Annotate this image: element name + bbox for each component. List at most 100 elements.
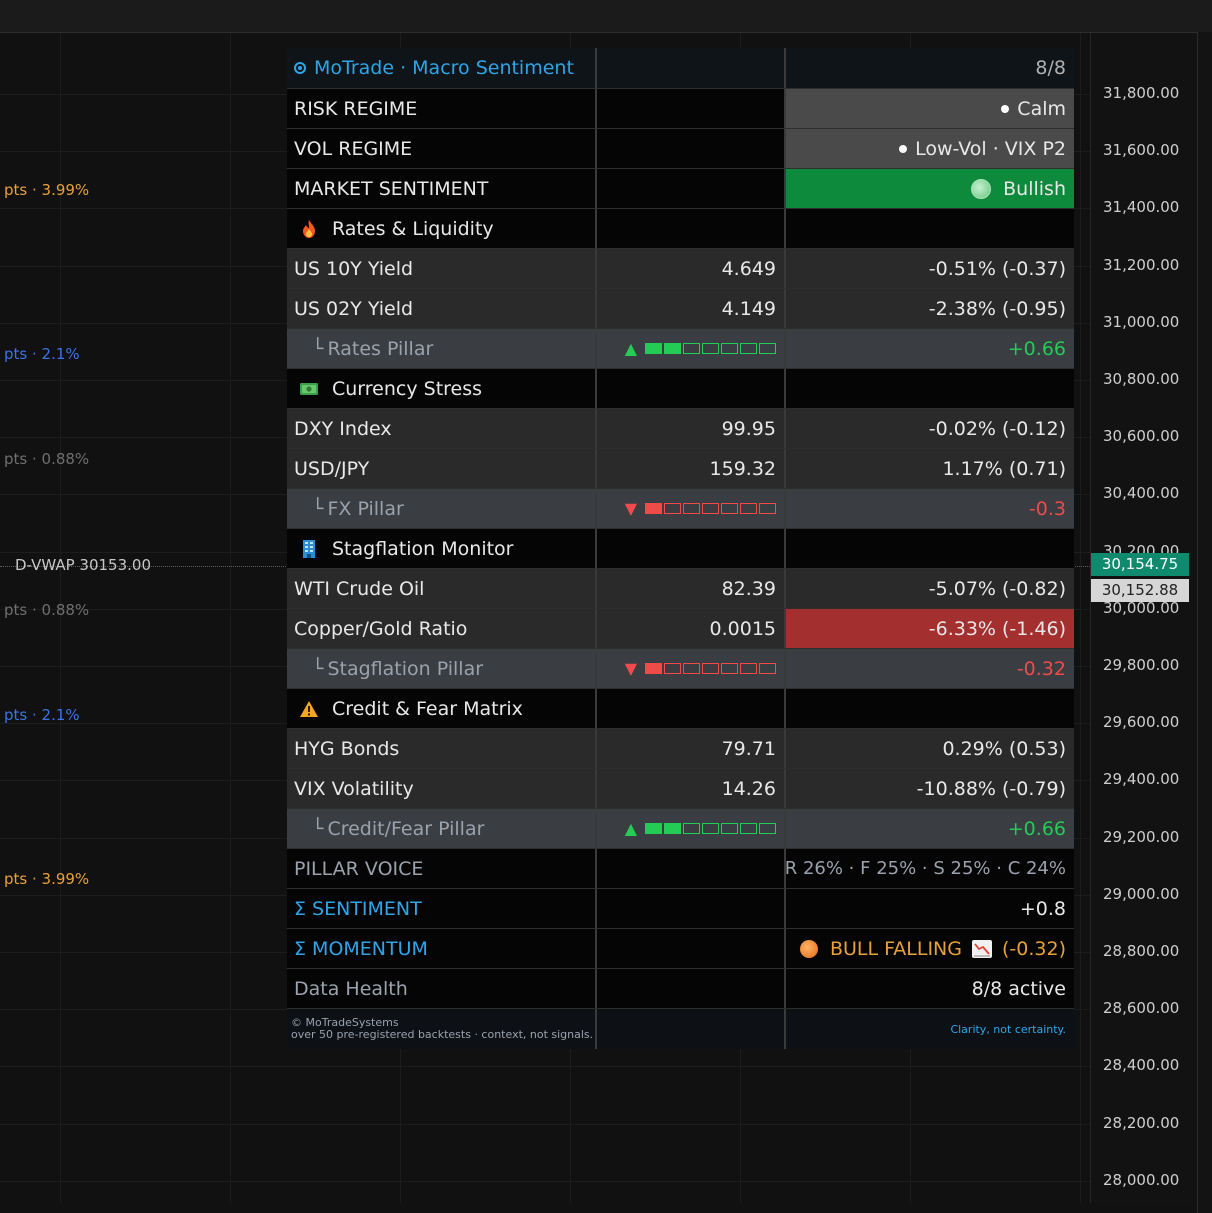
usdjpy-label: USD/JPY (287, 448, 597, 488)
meter-block-empty (664, 663, 681, 674)
meter-block-filled (645, 503, 662, 514)
data-health-value: 8/8 active (786, 968, 1074, 1008)
meter-block-filled (664, 823, 681, 834)
stagflation-section-row: Stagflation Monitor (287, 528, 1074, 568)
price-tick-label: 28,600.00 (1103, 999, 1180, 1018)
bullet-icon (1001, 104, 1010, 113)
stagflation-pillar-score: -0.32 (786, 648, 1074, 688)
wti-value: 82.39 (597, 568, 786, 608)
panel-count: 8/8 (1035, 57, 1066, 79)
tree-branch-icon: └ (312, 497, 324, 520)
meter-block-empty (702, 663, 719, 674)
level-label-upper-band: pts · 0.88% (4, 450, 90, 468)
rates-pillar-meter: ▲ (597, 328, 786, 368)
price-tick-label: 28,000.00 (1103, 1170, 1180, 1189)
empty-cell (597, 968, 786, 1008)
risk-regime-label: RISK REGIME (287, 88, 597, 128)
price-axis[interactable] (1090, 33, 1197, 1203)
meter-block-empty (759, 343, 776, 354)
credit-pillar-score: +0.66 (786, 808, 1074, 848)
building-icon (298, 538, 320, 560)
empty-cell (786, 368, 1074, 408)
meter-block-empty (721, 823, 738, 834)
meter-block-empty (721, 503, 738, 514)
meter-block-filled (645, 823, 662, 834)
vix-row: VIX Volatility 14.26 -10.88% (-0.79) (287, 768, 1074, 808)
price-tick-label: 29,400.00 (1103, 770, 1180, 789)
fx-pillar-meter: ▼ (597, 488, 786, 528)
copper-gold-label: Copper/Gold Ratio (287, 608, 597, 648)
dxy-change: -0.02% (-0.12) (786, 408, 1074, 448)
meter-block-empty (683, 663, 700, 674)
risk-regime-row: RISK REGIME Calm (287, 88, 1074, 128)
grid-line (0, 1180, 1090, 1182)
us10y-row: US 10Y Yield 4.649 -0.51% (-0.37) (287, 248, 1074, 288)
credit-section-title: Credit & Fear Matrix (332, 697, 523, 720)
rates-section-row: Rates & Liquidity (287, 208, 1074, 248)
meter-block-empty (664, 503, 681, 514)
meter-block-empty (759, 823, 776, 834)
meter-block-empty (740, 663, 757, 674)
empty-cell (786, 528, 1074, 568)
macro-sentiment-panel: MoTrade · Macro Sentiment 8/8 RISK REGIM… (287, 48, 1074, 1049)
panel-title-cell: MoTrade · Macro Sentiment (287, 48, 597, 88)
fx-pillar-score: -0.3 (786, 488, 1074, 528)
price-tick-label: 28,200.00 (1103, 1113, 1180, 1132)
usdjpy-change: 1.17% (0.71) (786, 448, 1074, 488)
dxy-row: DXY Index 99.95 -0.02% (-0.12) (287, 408, 1074, 448)
us10y-value: 4.649 (597, 248, 786, 288)
dxy-value: 99.95 (597, 408, 786, 448)
footer-left: © MoTradeSystems over 50 pre-registered … (287, 1009, 597, 1049)
market-sentiment-value: Bullish (1003, 177, 1066, 200)
meter-block-empty (683, 343, 700, 354)
credit-section-row: Credit & Fear Matrix (287, 688, 1074, 728)
vwap-label: D-VWAP 30153.00 (15, 556, 152, 574)
empty-cell (597, 1009, 786, 1049)
meter-block-empty (683, 823, 700, 834)
vol-regime-label: VOL REGIME (287, 128, 597, 168)
vwap-price-tag: 30,152.88 (1091, 579, 1189, 602)
risk-regime-value-cell: Calm (786, 88, 1074, 128)
top-strip (0, 0, 1212, 32)
empty-cell (597, 168, 786, 208)
stagflation-pillar-row: └ Stagflation Pillar ▼ -0.32 (287, 648, 1074, 688)
meter-block-empty (759, 503, 776, 514)
price-tick-label: 31,400.00 (1103, 198, 1180, 217)
fire-icon (298, 218, 320, 240)
empty-cell (597, 888, 786, 928)
meter-block-empty (721, 663, 738, 674)
vix-change: -10.88% (-0.79) (786, 768, 1074, 808)
wti-label: WTI Crude Oil (287, 568, 597, 608)
usdjpy-value: 159.32 (597, 448, 786, 488)
credit-section-cell: Credit & Fear Matrix (287, 688, 597, 728)
meter-block-filled (664, 343, 681, 354)
meter-block-empty (702, 343, 719, 354)
credit-pillar-meter: ▲ (597, 808, 786, 848)
vix-label: VIX Volatility (287, 768, 597, 808)
meter-block-empty (740, 823, 757, 834)
credit-pillar-label: Credit/Fear Pillar (327, 817, 485, 840)
currency-section-title: Currency Stress (332, 377, 483, 400)
market-sentiment-value-cell: Bullish (786, 168, 1074, 208)
last-price-tag: 30,154.75 (1091, 553, 1189, 576)
target-icon (294, 62, 306, 74)
empty-cell (597, 928, 786, 968)
market-sentiment-label: MARKET SENTIMENT (287, 168, 597, 208)
copper-gold-value: 0.0015 (597, 608, 786, 648)
chart-decreasing-icon (972, 939, 992, 958)
bullet-icon (899, 144, 908, 153)
usdjpy-row: USD/JPY 159.32 1.17% (0.71) (287, 448, 1074, 488)
meter-block-empty (702, 823, 719, 834)
us10y-label: US 10Y Yield (287, 248, 597, 288)
empty-cell (786, 208, 1074, 248)
currency-section-row: Currency Stress (287, 368, 1074, 408)
price-tick-label: 28,400.00 (1103, 1056, 1180, 1075)
momentum-label: Σ MOMENTUM (287, 928, 597, 968)
stagflation-pillar-meter: ▼ (597, 648, 786, 688)
hyg-row: HYG Bonds 79.71 0.29% (0.53) (287, 728, 1074, 768)
fx-pillar-label-cell: └ FX Pillar (287, 488, 597, 528)
meter-block-empty (702, 503, 719, 514)
money-icon (298, 378, 320, 400)
rates-pillar-row: └ Rates Pillar ▲ +0.66 (287, 328, 1074, 368)
pillar-voice-row: PILLAR VOICE R 26% · F 25% · S 25% · C 2… (287, 848, 1074, 888)
